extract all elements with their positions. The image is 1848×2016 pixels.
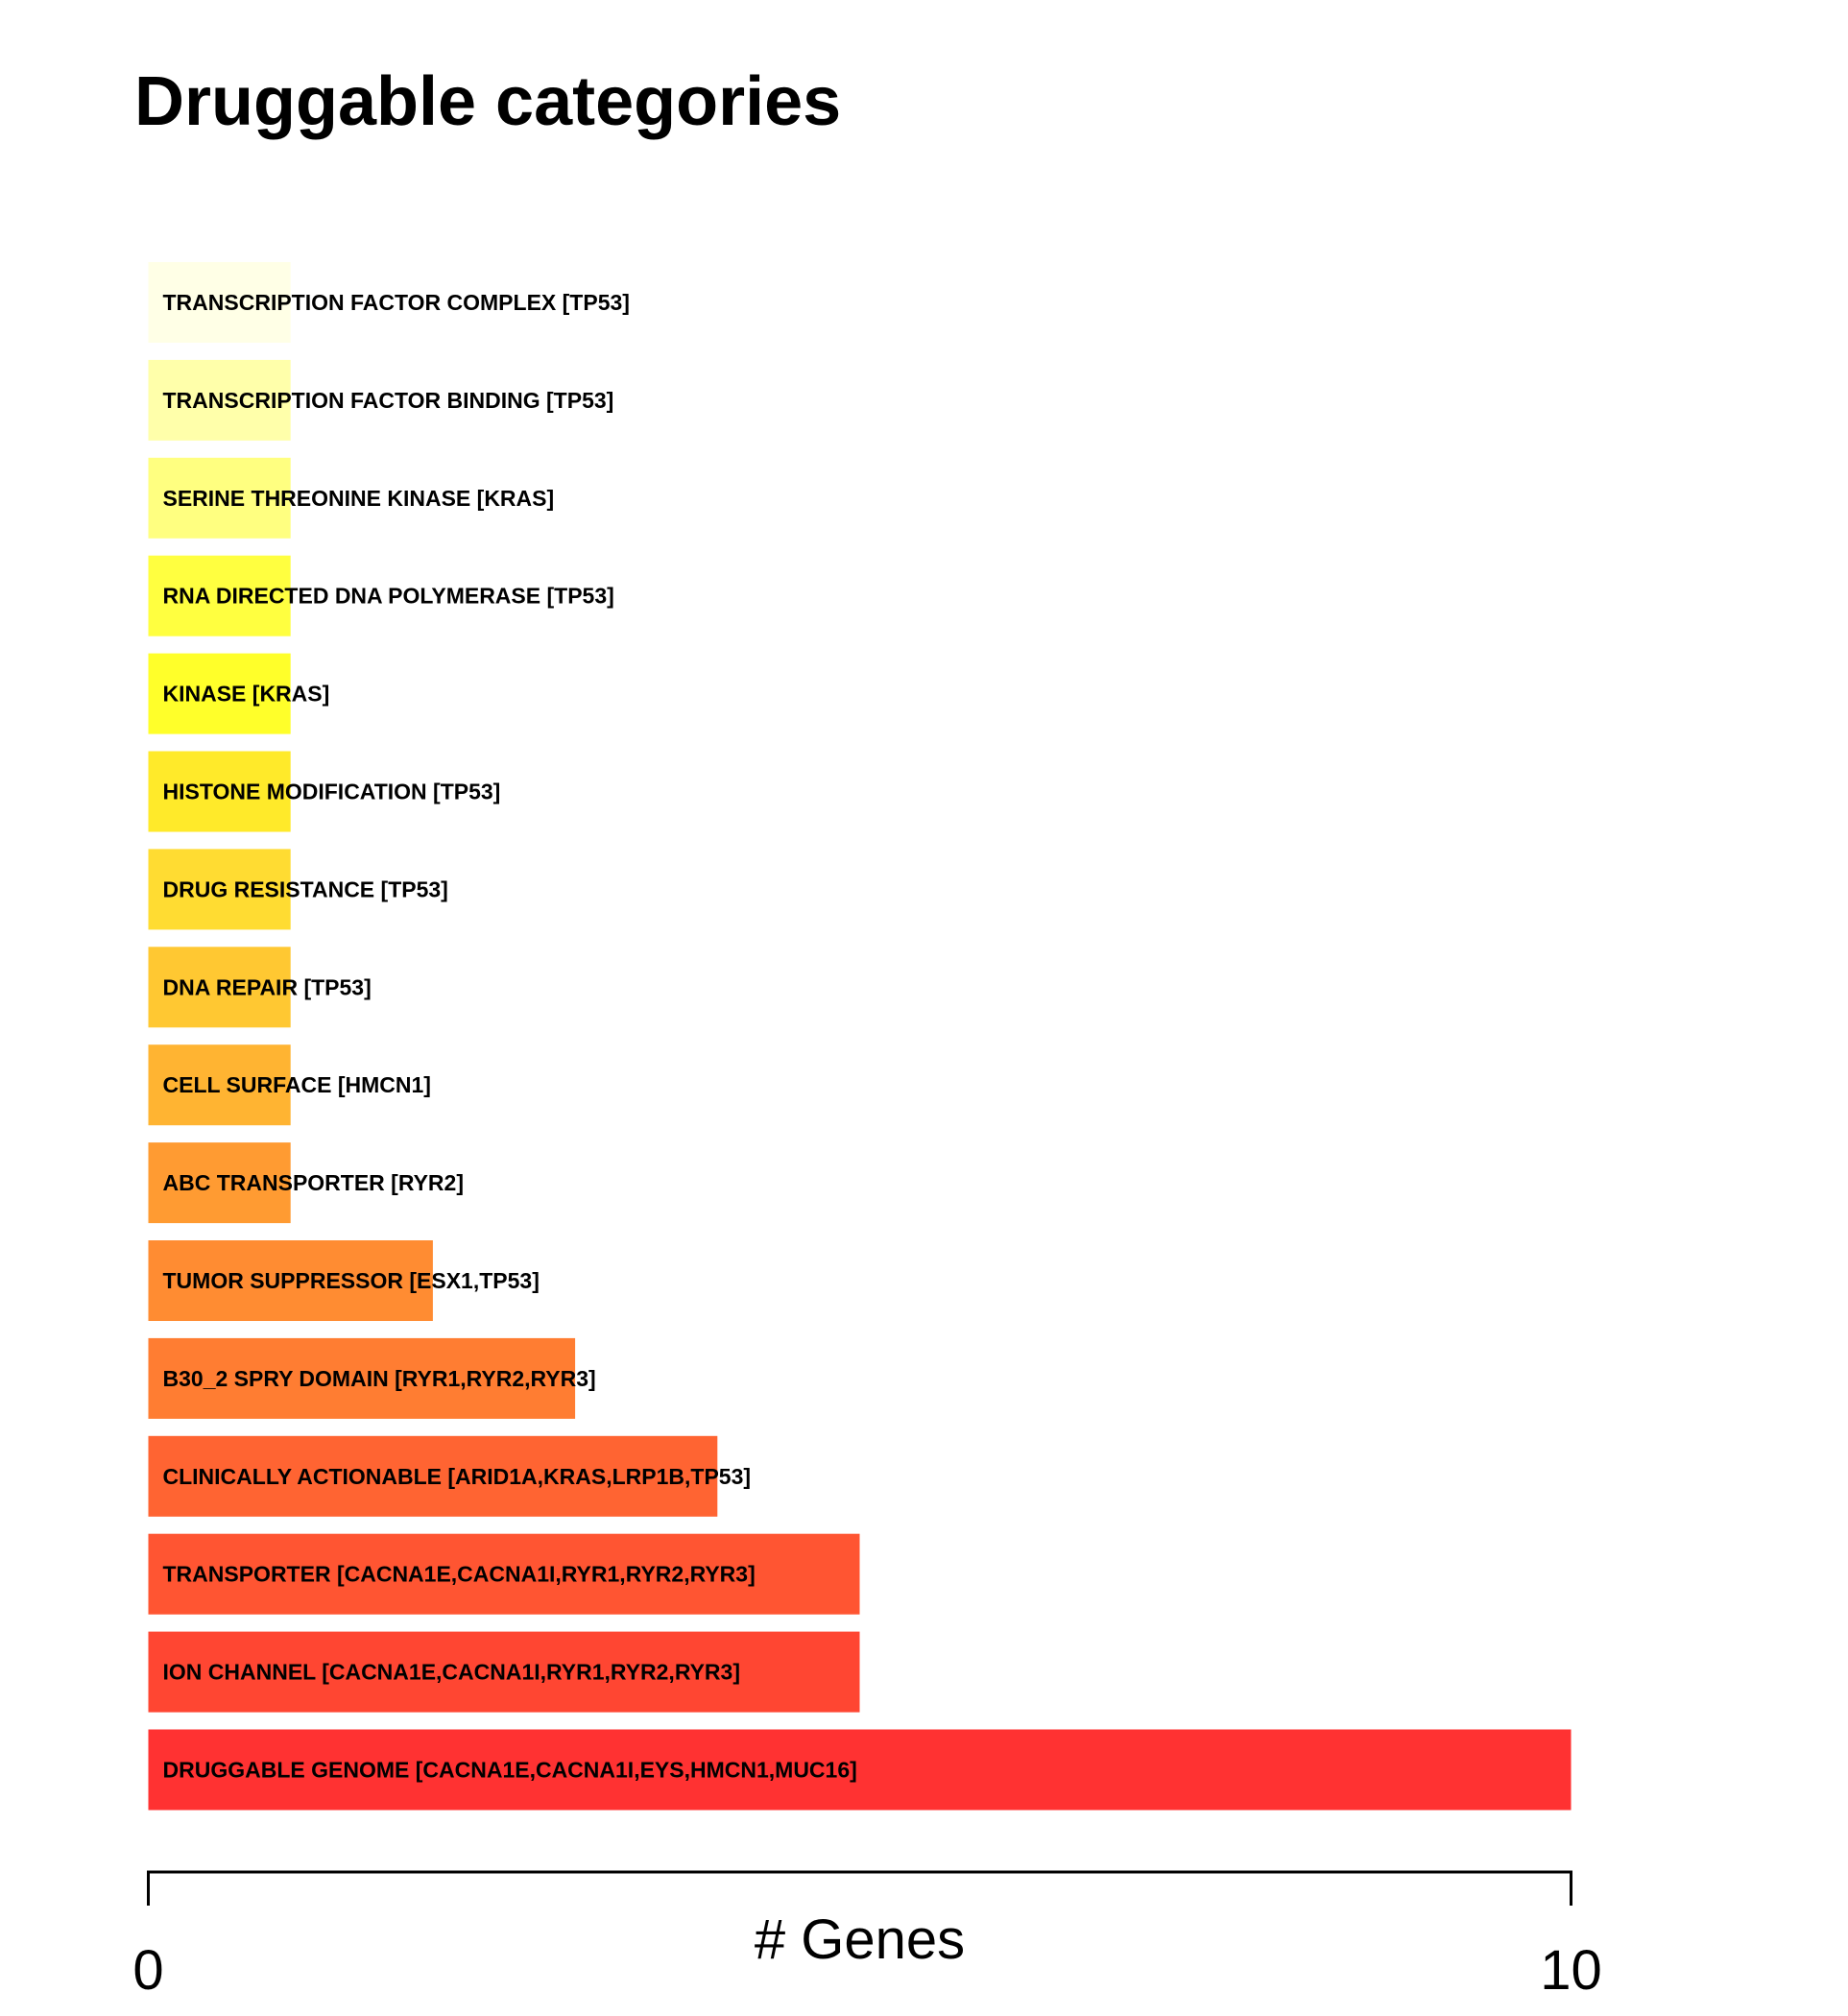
bar: [148, 1435, 718, 1517]
bar: [148, 555, 291, 636]
bar: [148, 457, 291, 539]
bar-label: SERINE THREONINE KINASE [KRAS]: [163, 486, 555, 511]
bar: [148, 1044, 291, 1126]
bar: [148, 1729, 1572, 1811]
bar-label: HISTONE MODIFICATION [TP53]: [163, 780, 501, 804]
bar: [148, 1631, 860, 1713]
bar: [148, 1337, 576, 1419]
bar: [148, 262, 291, 343]
bar-label: TRANSCRIPTION FACTOR BINDING [TP53]: [163, 388, 614, 413]
bar-label: CELL SURFACE [HMCN1]: [163, 1072, 431, 1097]
bar-label: B30_2 SPRY DOMAIN [RYR1,RYR2,RYR3]: [163, 1366, 596, 1391]
bar: [148, 653, 291, 734]
bar-label: CLINICALLY ACTIONABLE [ARID1A,KRAS,LRP1B…: [163, 1464, 752, 1489]
x-tick-label-0: 0: [132, 1939, 163, 2002]
bar: [148, 849, 291, 930]
bar: [148, 1533, 860, 1615]
bar-label: DRUG RESISTANCE [TP53]: [163, 876, 448, 901]
x-tick-label-10: 10: [1540, 1939, 1602, 2002]
bars-group: TRANSCRIPTION FACTOR COMPLEX [TP53] TRANS…: [148, 262, 1572, 1811]
bar-label: TRANSPORTER [CACNA1E,CACNA1I,RYR1,RYR2,R…: [163, 1562, 756, 1587]
bar-label: ION CHANNEL [CACNA1E,CACNA1I,RYR1,RYR2,R…: [163, 1660, 740, 1685]
bar-label: RNA DIRECTED DNA POLYMERASE [TP53]: [163, 584, 614, 609]
chart-title: Druggable categories: [134, 63, 841, 140]
bar-label: ABC TRANSPORTER [RYR2]: [163, 1170, 465, 1195]
bar: [148, 1142, 291, 1224]
bar-label: TUMOR SUPPRESSOR [ESX1,TP53]: [163, 1268, 540, 1293]
x-axis: 0 10 # Genes: [132, 1870, 1602, 2002]
bar: [148, 359, 291, 441]
bar: [148, 751, 291, 832]
x-axis-line: [147, 1870, 1572, 1906]
bar: [148, 947, 291, 1028]
bar-label: TRANSCRIPTION FACTOR COMPLEX [TP53]: [163, 290, 630, 315]
bar-label: KINASE [KRAS]: [163, 682, 330, 707]
bar: [148, 1240, 433, 1321]
x-axis-label: # Genes: [755, 1908, 965, 1971]
bar-label: DRUGGABLE GENOME [CACNA1E,CACNA1I,EYS,HM…: [163, 1758, 857, 1783]
bar-label: DNA REPAIR [TP53]: [163, 974, 372, 999]
